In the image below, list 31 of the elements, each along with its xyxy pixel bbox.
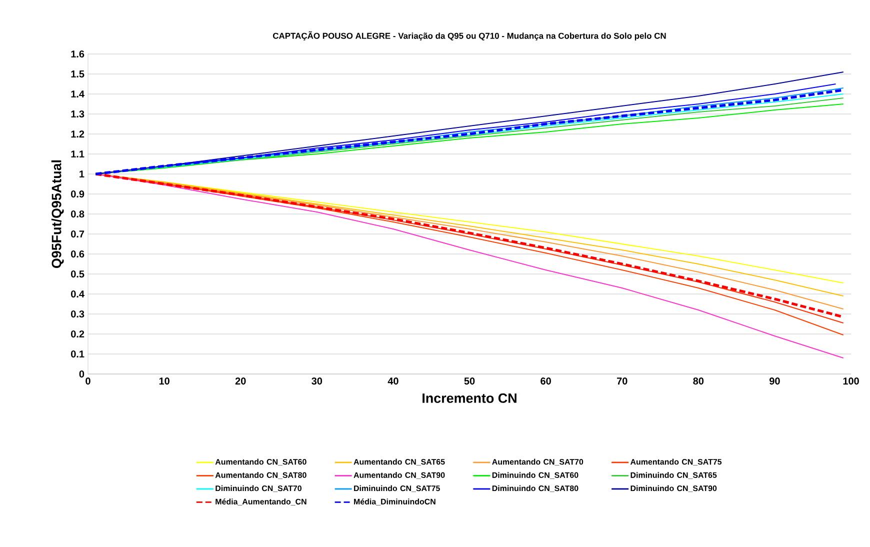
- x-tick-label: 30: [312, 378, 322, 385]
- x-tick-label: 40: [388, 378, 398, 385]
- y-tick-label: 0.1: [71, 350, 84, 358]
- x-tick-label: 70: [616, 378, 628, 385]
- y-tick-label: 1.5: [71, 70, 84, 78]
- x-tick-label: 10: [159, 378, 170, 385]
- x-tick-label: 100: [843, 378, 859, 385]
- y-tick-label: 0.2: [71, 330, 84, 338]
- x-tick-label: 60: [540, 378, 551, 385]
- y-tick-label: 0.6: [71, 250, 84, 258]
- x-tick-label: 80: [693, 378, 704, 385]
- x-tick-label: 0: [86, 378, 90, 385]
- y-tick-label: 1.1: [71, 150, 84, 158]
- y-tick-label: 0.5: [71, 270, 84, 278]
- y-tick-label: 1.3: [71, 110, 84, 118]
- x-tick-label: 20: [235, 378, 246, 385]
- y-tick-label: 0.9: [71, 190, 84, 198]
- y-tick-label: 0.8: [71, 210, 84, 218]
- y-axis-title: Q95Fut/Q95Atual: [51, 160, 64, 268]
- y-tick-label: 1.4: [71, 90, 84, 98]
- chart-title: CAPTAÇÃO POUSO ALEGRE - Variação da Q95 ou Q710 - Mudança na Cobertura do Solo pelo CN: [273, 31, 666, 41]
- y-tick-label: 1.2: [71, 130, 84, 138]
- y-tick-label: 0.4: [71, 290, 84, 298]
- x-tick-label: 50: [464, 378, 475, 385]
- y-tick-label: 0: [79, 370, 84, 378]
- x-tick-label: 90: [770, 378, 780, 385]
- x-axis-title: Incremento CN: [422, 393, 516, 403]
- y-tick-label: 1.6: [71, 50, 84, 58]
- y-tick-label: 1: [80, 170, 84, 178]
- y-tick-label: 0.3: [71, 310, 84, 318]
- y-tick-label: 0.7: [71, 230, 84, 238]
